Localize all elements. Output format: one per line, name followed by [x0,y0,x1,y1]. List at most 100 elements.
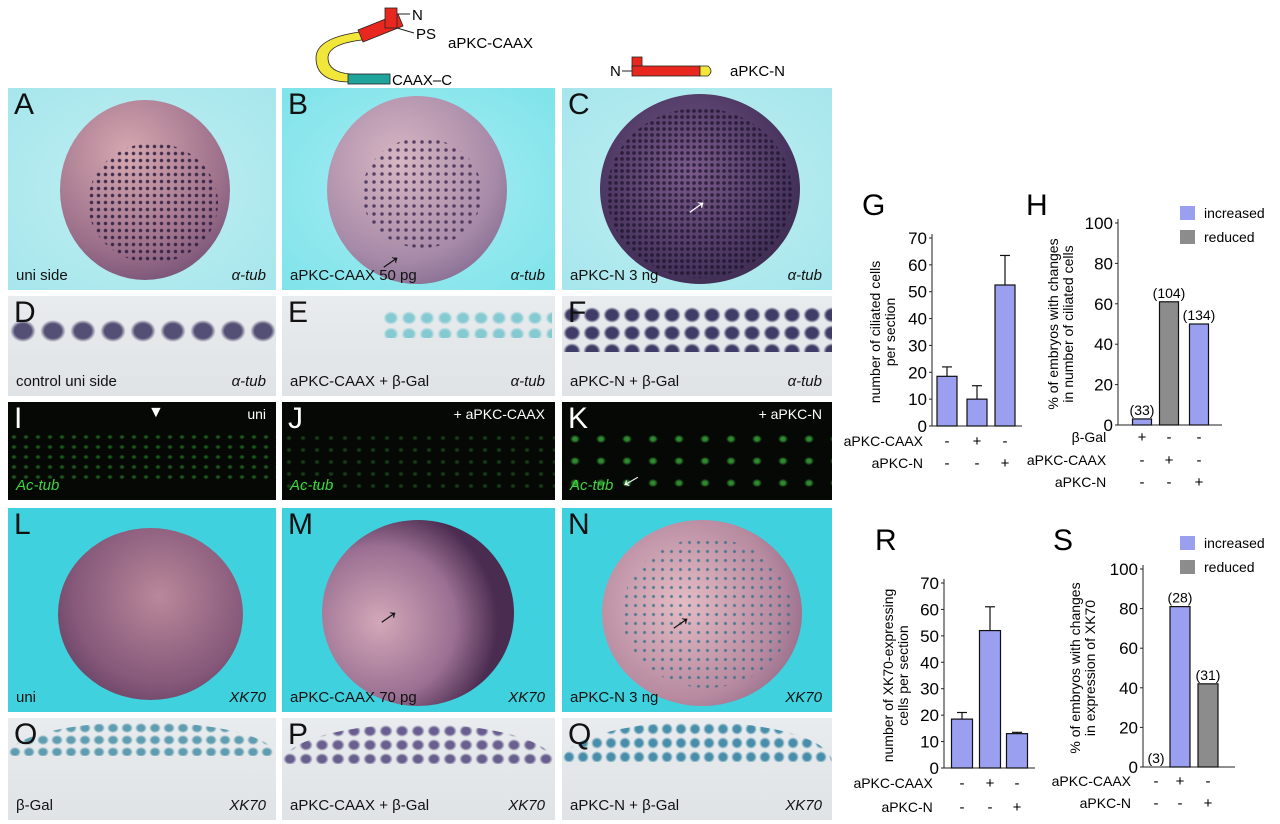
fluorescence [282,432,555,492]
legend-label: reduced [1204,229,1255,245]
panel-letter: K [568,402,589,435]
y-axis-label: % of embryos with changes [1067,582,1083,753]
bar-count-label: (134) [1183,307,1216,323]
condition-mark: - [945,433,950,450]
bar [978,629,1002,769]
y-tick-label: 70 [908,229,927,248]
panel-letter: L [14,508,31,541]
condition-mark: + [1001,455,1010,472]
panel-letter: F [568,296,587,329]
panel-label: aPKC-CAAX 70 pg [290,689,417,706]
probe-label: α-tub [787,373,822,390]
legend-label: increased [1204,205,1265,221]
bar [1158,301,1180,426]
bar-count-label: (28) [1168,590,1193,606]
y-tick-label: 100 [1085,214,1113,233]
condition-mark: - [988,799,993,816]
condition-label: aPKC-N [872,455,923,471]
bar [1005,733,1029,769]
section-staining [382,310,552,338]
probe-label: α-tub [231,373,266,390]
panel-label: aPKC-N + β-Gal [570,373,680,390]
embryo [322,520,514,706]
condition-mark: - [1178,795,1183,812]
n-construct-label: aPKC-N [730,63,785,80]
condition-label: β-Gal [1072,429,1107,445]
panel-letter: A [14,88,35,121]
panel-letter: Q [568,718,592,751]
panel-P: P aPKC-CAAX + β-Gal XK70 [282,718,555,820]
condition-label: aPKC-CAAX [853,775,933,791]
bar [966,398,988,427]
n-construct-n-term: N [610,63,621,80]
condition-mark: - [1197,429,1202,446]
chart-letter: S [1053,524,1073,557]
y-tick-label: 30 [908,336,927,355]
condition-mark: + [973,433,982,450]
panel-label: aPKC-CAAX + β-Gal [290,797,430,814]
condition-mark: - [1140,474,1145,491]
y-tick-label: 80 [1094,254,1113,273]
condition-label: aPKC-CAAX [1052,773,1132,789]
section-staining [562,306,832,352]
y-tick-label: 20 [1119,718,1138,737]
y-tick-label: 40 [920,653,939,672]
probe-label: XK70 [785,689,822,706]
probe-label: α-tub [510,267,545,284]
ciliated-cell-staining [607,108,792,278]
panel-label: uni [16,689,37,706]
condition-label: aPKC-N [1080,795,1131,811]
panel-letter: I [14,402,23,435]
panel-letter: M [288,508,313,541]
panel-letter: C [568,88,590,121]
probe-label: XK70 [229,689,266,706]
panel-B: → B aPKC-CAAX 50 pg α-tub [282,88,555,290]
panel-letter: B [288,88,309,121]
panel-label: uni side [16,267,68,284]
fluorescence [562,428,832,492]
caax-domain [347,73,391,85]
condition-mark: - [1167,429,1172,446]
y-tick-label: 80 [1119,600,1138,619]
bar-count-label: (31) [1196,667,1221,683]
bar [1169,606,1191,768]
panel-letter: N [568,508,590,541]
y-tick-label: 70 [920,574,939,593]
panel-letter: J [288,402,303,435]
xk70-staining [622,538,792,688]
probe-label: XK70 [785,797,822,814]
ciliated-cell-staining [88,143,218,263]
condition-mark: - [1167,474,1172,491]
panel-F: F aPKC-N + β-Gal α-tub [562,296,832,396]
chart-letter: G [862,189,885,222]
y-tick-label: 0 [1104,416,1113,435]
legend-swatch [1180,560,1195,574]
caax-ps: PS [416,26,436,43]
n-hinge [699,65,712,77]
probe-label: XK70 [508,797,545,814]
condition-label: + aPKC-N [758,406,822,422]
y-tick-label: 20 [920,706,939,725]
panel-K: ← K + aPKC-N Ac-tub [562,402,832,500]
condition-mark: - [960,799,965,816]
bar-count-label: (104) [1153,285,1186,301]
condition-mark: - [1154,773,1159,790]
condition-mark: - [1206,773,1211,790]
probe-label: α-tub [787,267,822,284]
bar [1131,418,1153,426]
caax-label: aPKC-CAAX [448,35,533,52]
y-tick-label: 50 [908,283,927,302]
probe-label: XK70 [229,797,266,814]
condition-mark: + [1204,795,1213,812]
y-tick-label: 10 [908,390,927,409]
panel-letter: D [14,296,36,329]
panel-J: J + aPKC-CAAX Ac-tub [282,402,555,500]
y-axis-label: in expression of XK70 [1082,600,1098,736]
condition-label: aPKC-N [1055,474,1106,490]
bar-count-label: (3) [1147,750,1164,766]
condition-mark: + [986,775,995,792]
marker-label: Ac-tub [290,477,334,494]
marker-label: Ac-tub [570,477,614,494]
y-tick-label: 100 [1110,560,1138,579]
